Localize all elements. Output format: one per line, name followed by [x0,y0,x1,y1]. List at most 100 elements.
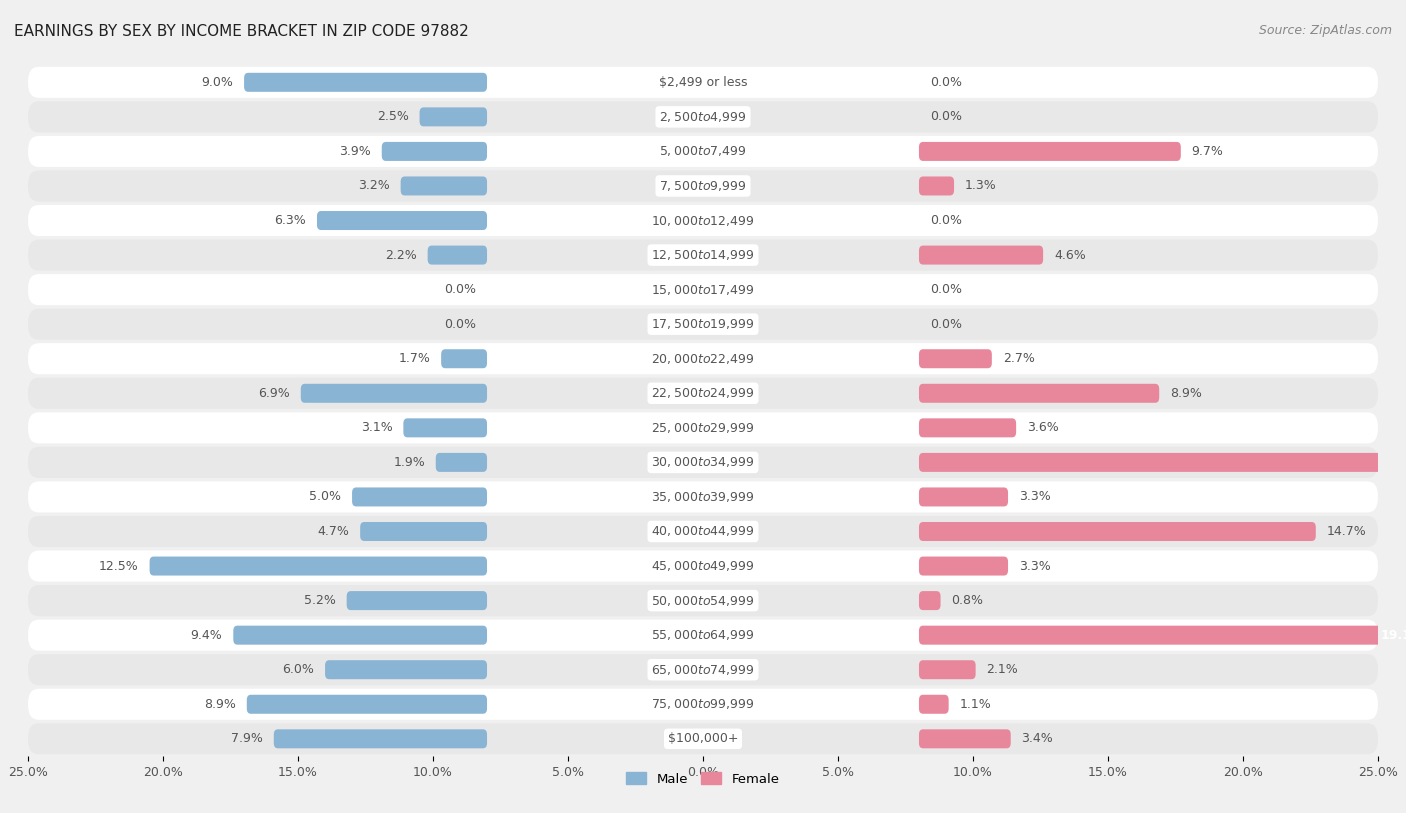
FancyBboxPatch shape [274,729,486,748]
FancyBboxPatch shape [920,176,955,195]
FancyBboxPatch shape [920,453,1406,472]
FancyBboxPatch shape [920,626,1406,645]
Text: $50,000 to $54,999: $50,000 to $54,999 [651,593,755,607]
Text: 0.0%: 0.0% [929,76,962,89]
FancyBboxPatch shape [920,384,1159,402]
Text: $12,500 to $14,999: $12,500 to $14,999 [651,248,755,262]
Text: 7.9%: 7.9% [231,733,263,746]
FancyBboxPatch shape [325,660,486,679]
Text: $5,000 to $7,499: $5,000 to $7,499 [659,145,747,159]
Text: 3.1%: 3.1% [361,421,392,434]
FancyBboxPatch shape [28,274,1378,305]
Text: $40,000 to $44,999: $40,000 to $44,999 [651,524,755,538]
FancyBboxPatch shape [352,488,486,506]
Text: 8.9%: 8.9% [1170,387,1202,400]
Text: 6.0%: 6.0% [283,663,315,676]
Text: 2.1%: 2.1% [987,663,1018,676]
FancyBboxPatch shape [28,102,1378,133]
Text: 3.6%: 3.6% [1026,421,1059,434]
FancyBboxPatch shape [28,585,1378,616]
FancyBboxPatch shape [382,142,486,161]
FancyBboxPatch shape [316,211,486,230]
Text: 0.0%: 0.0% [444,283,477,296]
Text: 6.9%: 6.9% [259,387,290,400]
FancyBboxPatch shape [28,724,1378,754]
FancyBboxPatch shape [301,384,486,402]
FancyBboxPatch shape [419,107,486,126]
FancyBboxPatch shape [28,620,1378,650]
FancyBboxPatch shape [920,142,1181,161]
FancyBboxPatch shape [360,522,486,541]
Text: $2,500 to $4,999: $2,500 to $4,999 [659,110,747,124]
Text: $65,000 to $74,999: $65,000 to $74,999 [651,663,755,676]
FancyBboxPatch shape [28,136,1378,167]
FancyBboxPatch shape [245,73,486,92]
Text: 6.3%: 6.3% [274,214,307,227]
FancyBboxPatch shape [233,626,486,645]
Text: 8.9%: 8.9% [204,698,236,711]
Text: 2.2%: 2.2% [385,249,416,262]
Text: 5.2%: 5.2% [304,594,336,607]
FancyBboxPatch shape [28,447,1378,478]
FancyBboxPatch shape [920,246,1043,264]
Text: 2.5%: 2.5% [377,111,409,124]
Text: 14.7%: 14.7% [1327,525,1367,538]
FancyBboxPatch shape [149,557,486,576]
FancyBboxPatch shape [28,689,1378,720]
Text: $100,000+: $100,000+ [668,733,738,746]
Text: $15,000 to $17,499: $15,000 to $17,499 [651,283,755,297]
Text: 1.1%: 1.1% [959,698,991,711]
FancyBboxPatch shape [28,240,1378,271]
Text: 3.4%: 3.4% [1022,733,1053,746]
FancyBboxPatch shape [28,481,1378,512]
Text: $75,000 to $99,999: $75,000 to $99,999 [651,698,755,711]
FancyBboxPatch shape [920,695,949,714]
FancyBboxPatch shape [441,350,486,368]
FancyBboxPatch shape [28,412,1378,443]
FancyBboxPatch shape [28,378,1378,409]
Text: $35,000 to $39,999: $35,000 to $39,999 [651,490,755,504]
Text: 0.0%: 0.0% [929,111,962,124]
Text: $20,000 to $22,499: $20,000 to $22,499 [651,352,755,366]
Text: $55,000 to $64,999: $55,000 to $64,999 [651,628,755,642]
Text: $30,000 to $34,999: $30,000 to $34,999 [651,455,755,469]
Text: 19.1%: 19.1% [1381,628,1406,641]
FancyBboxPatch shape [28,309,1378,340]
Text: 9.0%: 9.0% [201,76,233,89]
Text: 0.0%: 0.0% [444,318,477,331]
FancyBboxPatch shape [920,522,1316,541]
Text: 0.0%: 0.0% [929,318,962,331]
FancyBboxPatch shape [404,419,486,437]
Text: $2,499 or less: $2,499 or less [659,76,747,89]
Text: 3.3%: 3.3% [1019,559,1050,572]
Text: 3.9%: 3.9% [339,145,371,158]
Text: 9.7%: 9.7% [1192,145,1223,158]
Text: 0.0%: 0.0% [929,214,962,227]
Text: $10,000 to $12,499: $10,000 to $12,499 [651,214,755,228]
Text: 12.5%: 12.5% [98,559,139,572]
FancyBboxPatch shape [28,205,1378,236]
Text: 5.0%: 5.0% [309,490,342,503]
Text: 9.4%: 9.4% [191,628,222,641]
FancyBboxPatch shape [28,171,1378,202]
FancyBboxPatch shape [920,488,1008,506]
Text: 3.2%: 3.2% [359,180,389,193]
Text: $45,000 to $49,999: $45,000 to $49,999 [651,559,755,573]
Text: 4.7%: 4.7% [318,525,349,538]
FancyBboxPatch shape [436,453,486,472]
FancyBboxPatch shape [28,516,1378,547]
Text: 2.7%: 2.7% [1002,352,1035,365]
Text: $17,500 to $19,999: $17,500 to $19,999 [651,317,755,331]
Text: $22,500 to $24,999: $22,500 to $24,999 [651,386,755,400]
FancyBboxPatch shape [247,695,486,714]
Text: 0.8%: 0.8% [952,594,983,607]
Text: $25,000 to $29,999: $25,000 to $29,999 [651,421,755,435]
FancyBboxPatch shape [920,557,1008,576]
FancyBboxPatch shape [920,350,991,368]
FancyBboxPatch shape [28,343,1378,374]
Text: Source: ZipAtlas.com: Source: ZipAtlas.com [1258,24,1392,37]
Text: 1.9%: 1.9% [394,456,425,469]
FancyBboxPatch shape [28,654,1378,685]
Text: 1.3%: 1.3% [965,180,997,193]
FancyBboxPatch shape [920,660,976,679]
